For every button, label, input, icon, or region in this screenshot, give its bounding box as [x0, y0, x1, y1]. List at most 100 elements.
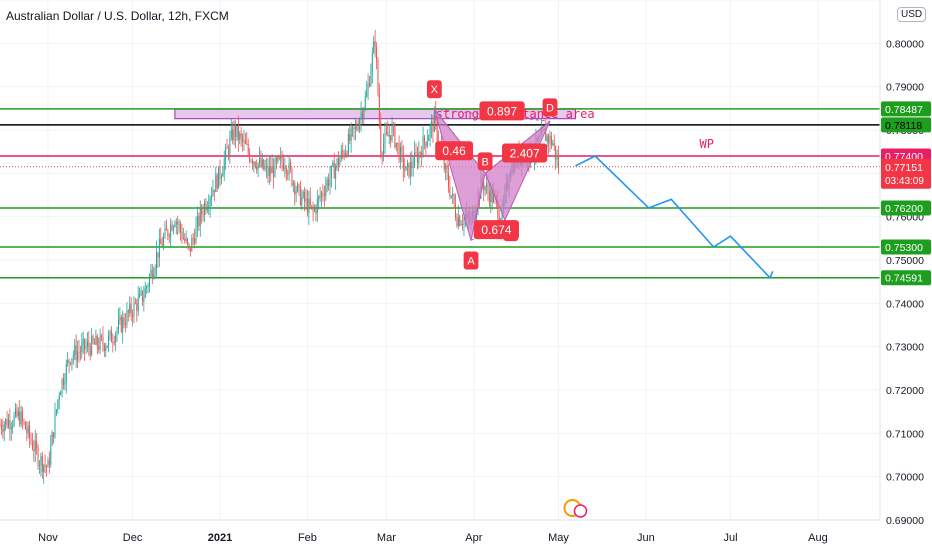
level-tag: 0.78118 — [885, 120, 922, 132]
candle-body — [187, 238, 189, 244]
candle-body — [493, 193, 495, 203]
candle-body — [343, 152, 345, 156]
candle-body — [281, 156, 283, 164]
pattern-line-xb — [433, 108, 486, 174]
candle-body — [180, 223, 182, 232]
candle-body — [165, 228, 167, 231]
candle-body — [304, 191, 306, 202]
candle-body — [294, 183, 296, 195]
candle-body — [435, 111, 437, 121]
candle-body — [101, 335, 103, 338]
candle-body — [398, 143, 400, 161]
candle-body — [378, 93, 380, 122]
price-tick-label: 0.72000 — [886, 385, 924, 397]
candle-body — [96, 335, 98, 347]
candle-body — [285, 167, 287, 174]
candle-body — [137, 296, 139, 311]
current-price-tag: 0.77151 — [885, 162, 923, 174]
candle-body — [230, 129, 232, 138]
candle-body — [242, 136, 244, 142]
candle-body — [363, 108, 365, 118]
candle-body — [500, 219, 502, 221]
candle-body — [236, 125, 238, 138]
time-tick-label: Dec — [123, 532, 143, 544]
candle-body — [157, 252, 159, 258]
candle-body — [226, 147, 228, 149]
candle-body — [232, 129, 234, 141]
candle-body — [103, 344, 105, 352]
candle-body — [51, 432, 53, 446]
candle-body — [105, 347, 107, 352]
level-tag: 0.78487 — [885, 104, 923, 116]
candle-body — [254, 162, 256, 167]
candle-body — [57, 399, 59, 410]
candle-body — [409, 161, 411, 177]
current-price-tag-bg — [881, 158, 931, 189]
candle-body — [408, 162, 410, 177]
candle-body — [443, 155, 445, 170]
candle-body — [404, 169, 406, 171]
candle-body — [213, 189, 215, 193]
candle-body — [421, 152, 423, 157]
level-tag-bg — [881, 239, 931, 255]
candle-body — [160, 238, 162, 245]
candle-body — [552, 143, 554, 146]
candle-body — [298, 184, 300, 186]
candle-body — [196, 216, 198, 226]
candle-body — [267, 166, 269, 177]
point-label-x: X — [431, 84, 439, 96]
candle-body — [209, 198, 211, 207]
candle-body — [333, 162, 335, 179]
candle-body — [271, 166, 273, 174]
candle-body — [354, 126, 356, 130]
candle-body — [392, 124, 394, 126]
ratio-label-bg — [473, 220, 520, 240]
candle-body — [99, 335, 101, 350]
candle-body — [201, 208, 203, 215]
candle-body — [353, 127, 355, 130]
candle-body — [38, 464, 40, 466]
candle-body — [322, 192, 324, 196]
pattern-line-xd — [434, 108, 551, 122]
candle-body — [301, 196, 303, 206]
ratio-label-bg — [435, 141, 473, 161]
candle-body — [144, 288, 146, 298]
candle-body — [450, 195, 452, 197]
candle-body — [282, 163, 284, 170]
candle-body — [202, 214, 204, 216]
candle-body — [147, 285, 149, 287]
candle-body — [368, 83, 370, 86]
candle-body — [239, 133, 241, 141]
candle-body — [377, 59, 379, 94]
candle-body — [308, 198, 310, 214]
candle-body — [299, 185, 301, 206]
candle-body — [290, 162, 292, 170]
candle-body — [273, 166, 275, 177]
candle-body — [360, 112, 362, 120]
currency-badge[interactable]: USD — [897, 7, 927, 22]
candle-body — [250, 160, 252, 162]
candle-body — [342, 150, 344, 153]
candle-body — [0, 424, 2, 430]
candle-body — [163, 237, 165, 247]
pattern-triangle-bcd — [484, 120, 551, 222]
candle-body — [86, 341, 88, 347]
candle-body — [483, 182, 485, 191]
candle-body — [287, 173, 289, 175]
candle-body — [335, 166, 337, 179]
candle-body — [219, 166, 221, 179]
candle-body — [349, 134, 351, 141]
price-tick-label: 0.71000 — [886, 428, 924, 440]
time-tick-label: Aug — [808, 532, 828, 544]
candle-body — [292, 183, 294, 186]
candle-body — [153, 274, 155, 279]
candle-body — [266, 166, 268, 168]
projection-path — [575, 155, 774, 280]
dividend-event-icon[interactable] — [573, 504, 588, 518]
candle-body — [258, 158, 260, 164]
candle-body — [88, 341, 90, 348]
candle-body — [423, 136, 425, 143]
level-tag-bg — [881, 117, 931, 133]
